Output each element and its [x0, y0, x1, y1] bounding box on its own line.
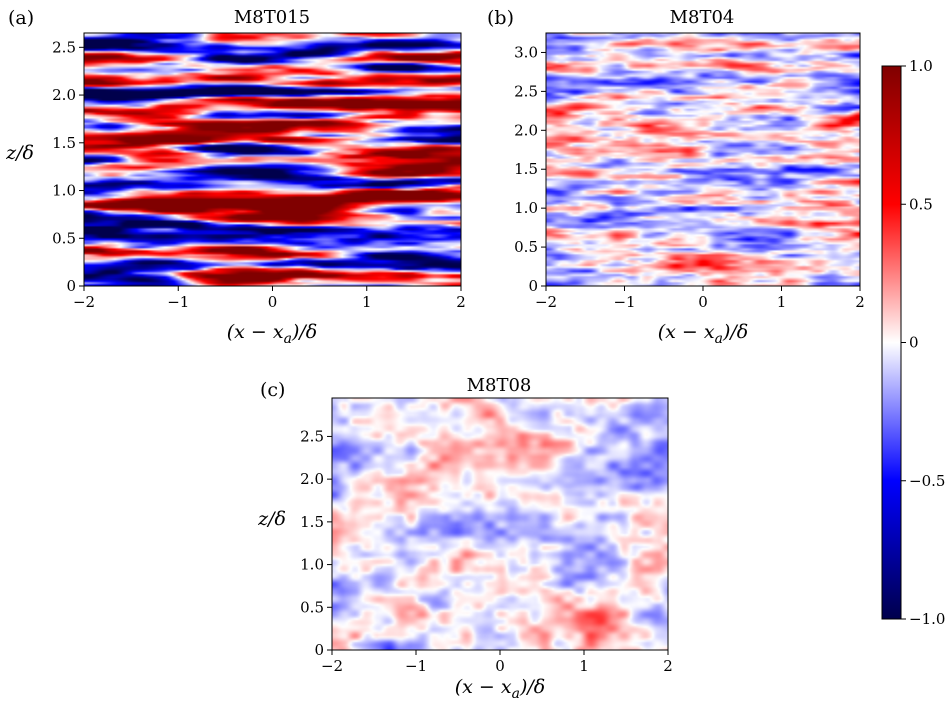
- colorbar-ticks: 1.0 0.5 0 −0.5 −1.0: [901, 57, 945, 628]
- xtick-label: −1: [405, 657, 427, 675]
- heatmap-c: [332, 398, 668, 650]
- ytick-label: 2.5: [300, 427, 324, 445]
- xtick-label: 2: [663, 657, 673, 675]
- panel-b: (b) M8T04 −2 −1 0 1 2 0 0.5 1.0 1.5 2.0 2.5 3.0 (x …: [487, 7, 865, 347]
- ytick-label: 1.5: [52, 134, 76, 152]
- ticks-a: −2 −1 0 1 2 0 0.5 1.0 1.5 2.0 2.5: [52, 38, 466, 311]
- panel-title-a: M8T015: [234, 7, 310, 28]
- ytick-label: 1.5: [514, 160, 538, 178]
- ytick-label: 2.5: [52, 38, 76, 56]
- ytick-label: 2.5: [514, 82, 538, 100]
- xtick-label: 0: [268, 293, 278, 311]
- ylabel-c: z/δ: [257, 508, 286, 530]
- xtick-label: 0: [698, 293, 708, 311]
- xtick-label: −2: [535, 293, 557, 311]
- ytick-label: 0: [66, 277, 76, 295]
- ytick-label: 0: [314, 641, 324, 659]
- panel-label-c: (c): [260, 379, 285, 401]
- xtick-label: −2: [321, 657, 343, 675]
- panel-a: (a) M8T015 −2 −1 0 1 2 0 0.5 1.0 1.5 2.0 2.5 (x − …: [5, 7, 466, 347]
- colorbar-tick-label: 0.5: [909, 195, 933, 213]
- panel-label-b: (b): [487, 7, 514, 29]
- xtick-label: 2: [855, 293, 865, 311]
- panel-c: (c) M8T08 −2 −1 0 1 2 0 0.5 1.0 1.5 2.0 2.5 (x − x…: [257, 375, 673, 702]
- colorbar-gradient: [881, 65, 902, 620]
- colorbar-tick-label: 1.0: [909, 57, 933, 75]
- colorbar: 1.0 0.5 0 −0.5 −1.0: [881, 57, 945, 628]
- xtick-label: −1: [167, 293, 189, 311]
- colorbar-tick-label: 0: [909, 334, 919, 352]
- xtick-label: 1: [579, 657, 589, 675]
- ylabel-a: z/δ: [5, 142, 34, 164]
- ytick-label: 1.0: [52, 182, 76, 200]
- panel-label-a: (a): [8, 7, 34, 29]
- xtick-label: 1: [777, 293, 787, 311]
- xtick-label: −2: [73, 293, 95, 311]
- ytick-label: 0.5: [300, 598, 324, 616]
- ticks-b: −2 −1 0 1 2 0 0.5 1.0 1.5 2.0 2.5 3.0: [514, 43, 865, 311]
- xlabel-c: (x − xa)/δ: [455, 676, 545, 702]
- ytick-label: 3.0: [514, 43, 538, 61]
- xtick-label: 1: [362, 293, 372, 311]
- heatmap-a: [84, 33, 461, 286]
- colorbar-tick-label: −0.5: [909, 472, 945, 490]
- xlabel-a: (x − xa)/δ: [227, 321, 317, 347]
- colorbar-tick-label: −1.0: [909, 610, 945, 628]
- ytick-label: 1.0: [514, 199, 538, 217]
- ytick-label: 1.0: [300, 556, 324, 574]
- panel-title-c: M8T08: [467, 375, 532, 396]
- ytick-label: 2.0: [300, 470, 324, 488]
- xtick-label: 0: [495, 657, 505, 675]
- ytick-label: 0.5: [514, 238, 538, 256]
- ytick-label: 0.5: [52, 229, 76, 247]
- xtick-label: −1: [613, 293, 635, 311]
- ytick-label: 2.0: [52, 86, 76, 104]
- xlabel-b: (x − xa)/δ: [658, 321, 748, 347]
- xtick-label: 2: [456, 293, 466, 311]
- panel-title-b: M8T04: [670, 7, 735, 28]
- ytick-label: 0: [528, 277, 538, 295]
- ytick-label: 2.0: [514, 121, 538, 139]
- heatmap-b: [546, 33, 860, 286]
- ticks-c: −2 −1 0 1 2 0 0.5 1.0 1.5 2.0 2.5: [300, 427, 673, 675]
- ytick-label: 1.5: [300, 513, 324, 531]
